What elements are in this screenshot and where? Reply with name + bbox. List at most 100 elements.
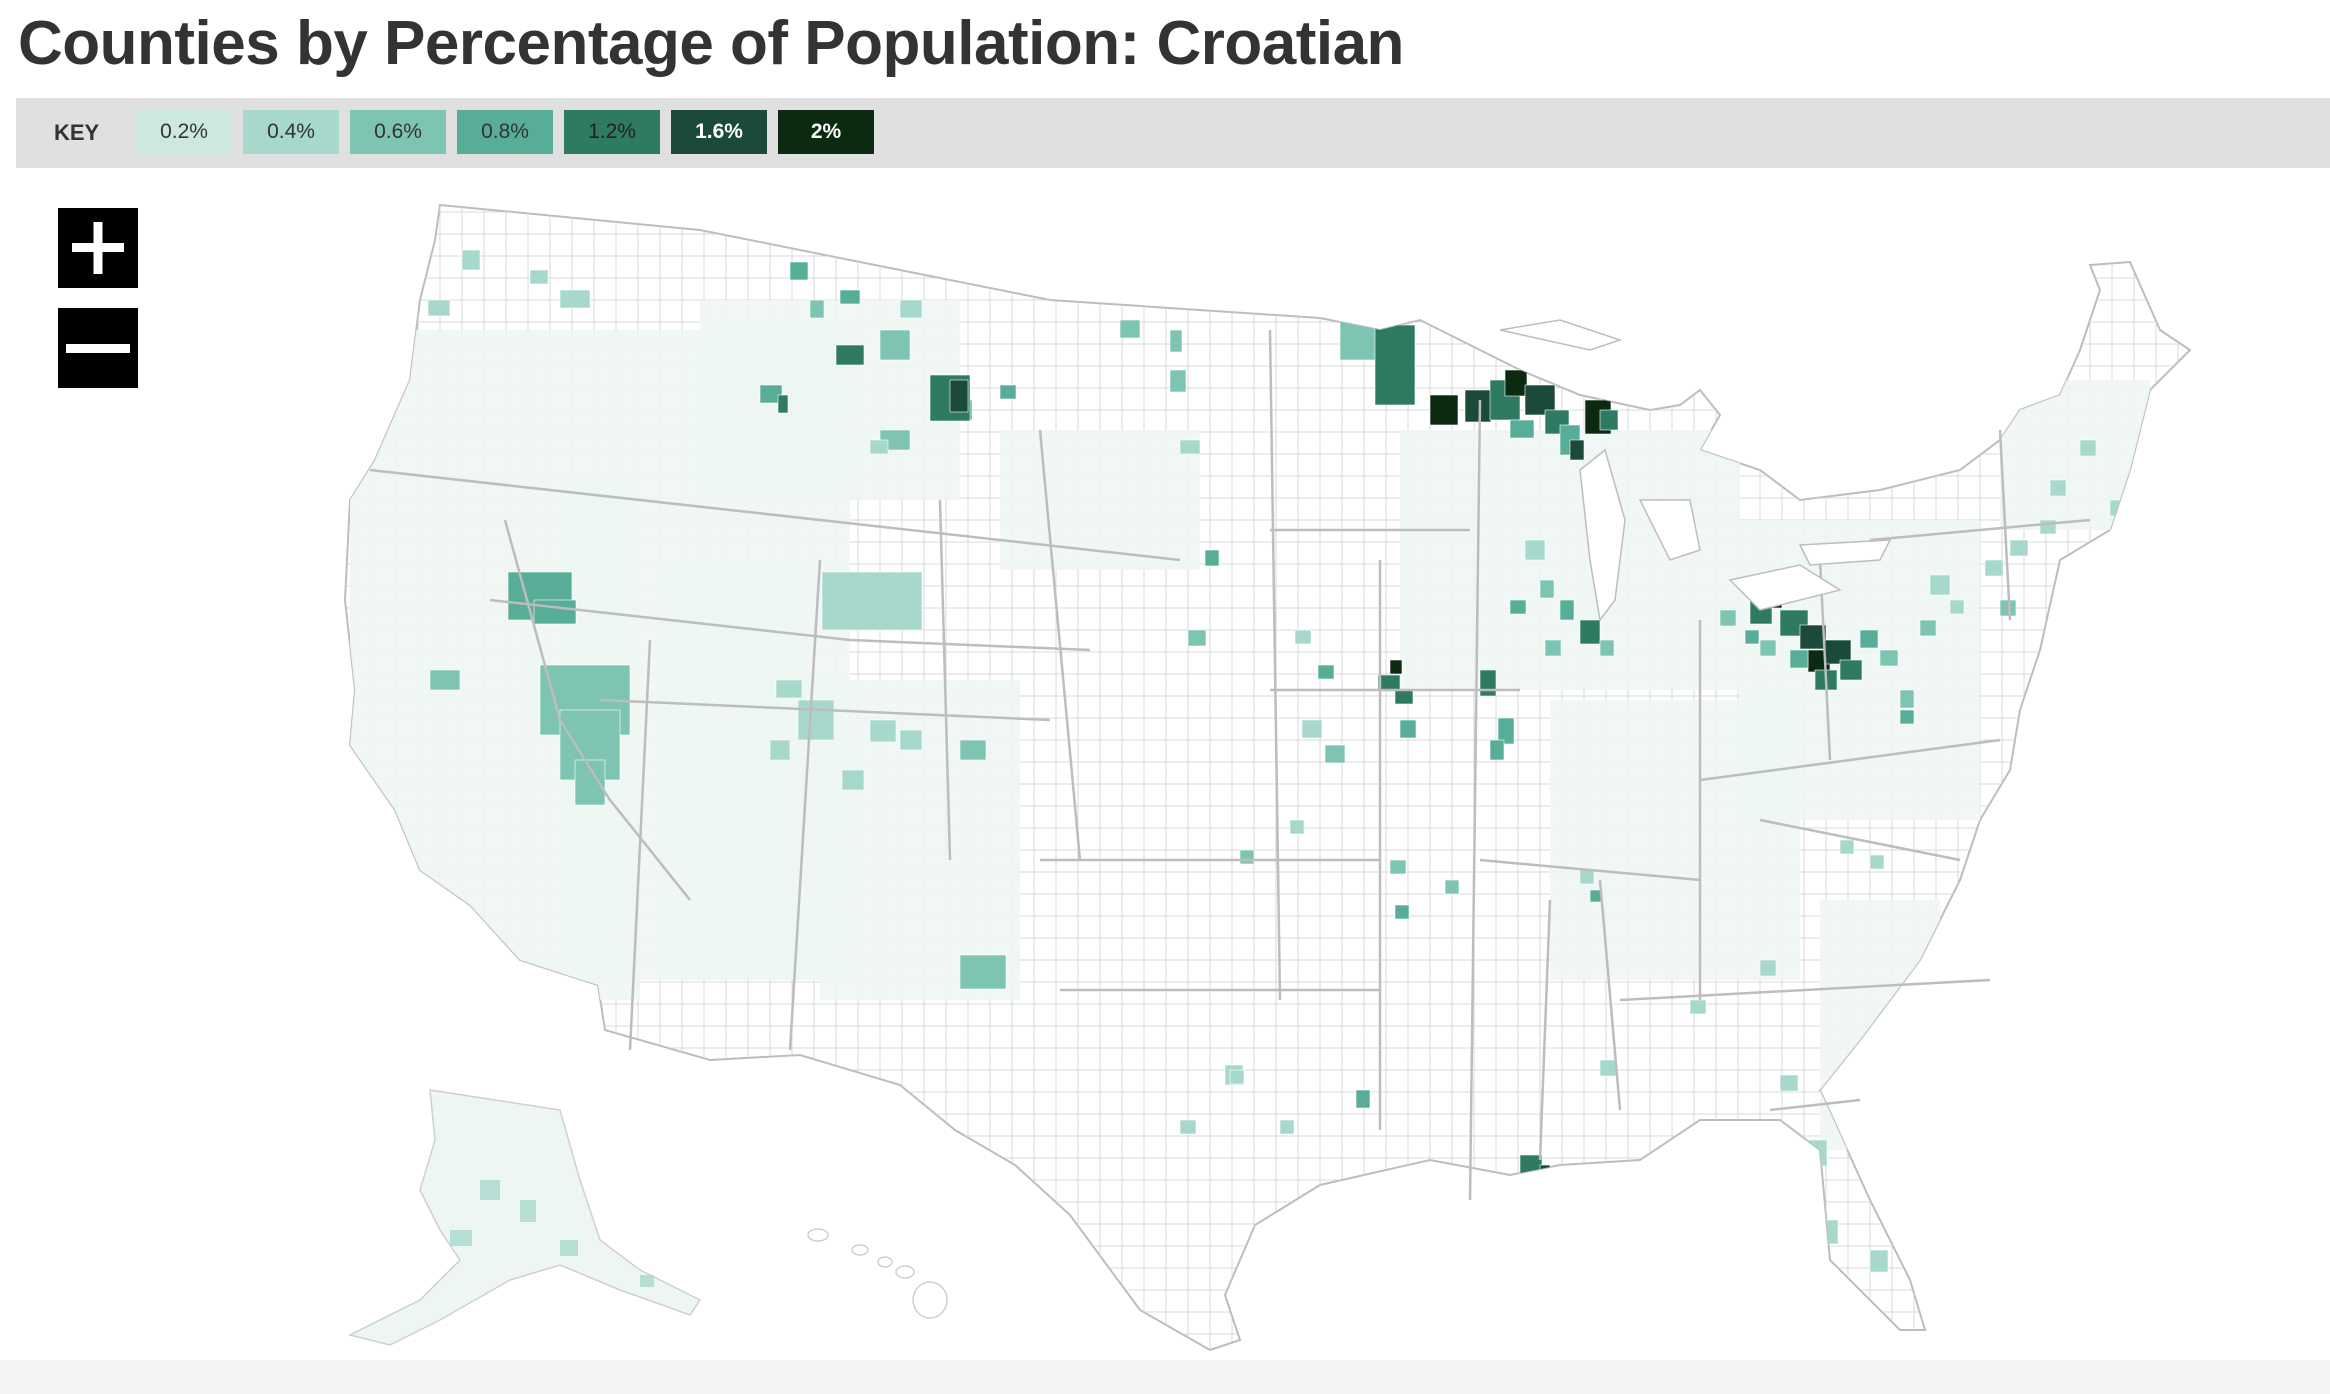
county-highlight xyxy=(1187,629,1207,647)
county-highlight xyxy=(1579,619,1601,645)
county-highlight xyxy=(1269,1219,1285,1235)
county-highlight xyxy=(1169,369,1187,393)
county-highlight xyxy=(1279,1119,1295,1135)
county-highlight xyxy=(769,739,791,761)
county-highlight xyxy=(2109,499,2129,517)
county-highlight xyxy=(789,261,809,281)
county-tint xyxy=(1400,430,1740,690)
county-highlight xyxy=(429,669,461,691)
county-highlight xyxy=(1479,669,1497,697)
state-border xyxy=(1769,1098,1861,1112)
county-highlight xyxy=(1869,1249,1889,1273)
state-border xyxy=(369,468,1181,562)
county-highlight xyxy=(560,1240,578,1256)
state-border xyxy=(1619,978,1991,1002)
lake xyxy=(1728,564,1842,611)
lake xyxy=(1638,499,1701,561)
county-highlight xyxy=(821,571,923,631)
county-highlight xyxy=(1599,1059,1617,1077)
county-highlight xyxy=(1229,1069,1245,1085)
hawaii-island xyxy=(851,1244,869,1256)
county-highlight xyxy=(1869,854,1885,870)
county-tint xyxy=(660,560,810,980)
county-highlight xyxy=(1519,1154,1543,1176)
county-highlight xyxy=(1444,879,1460,895)
state-border xyxy=(1998,429,2012,621)
county-highlight xyxy=(1339,319,1381,361)
county-tint xyxy=(1000,430,1200,570)
county-tint xyxy=(700,300,960,500)
state-border xyxy=(1699,738,2001,782)
county-highlight xyxy=(775,679,803,699)
county-highlight xyxy=(1539,1164,1551,1180)
county-highlight xyxy=(1301,719,1323,739)
county-highlight xyxy=(1204,549,1220,567)
county-highlight xyxy=(899,299,923,319)
county-highlight xyxy=(1599,639,1615,657)
county-highlight xyxy=(1599,409,1619,431)
county-highlight xyxy=(1744,629,1760,645)
county-highlight xyxy=(520,1200,536,1222)
state-border xyxy=(938,499,952,861)
county-tint xyxy=(2000,380,2150,530)
county-highlight xyxy=(1879,649,1899,667)
state-border xyxy=(503,519,691,901)
county-highlight xyxy=(1355,1089,1371,1109)
state-border xyxy=(599,698,1051,722)
county-highlight xyxy=(1779,1074,1799,1092)
county-highlight xyxy=(1504,369,1528,397)
county-highlight xyxy=(1119,319,1141,339)
county-highlight xyxy=(2009,879,2027,897)
legend-swatch: 1.2% xyxy=(564,110,660,154)
county-highlight xyxy=(529,269,549,285)
county-highlight xyxy=(1389,659,1403,675)
county-highlight xyxy=(1394,689,1414,705)
plus-icon xyxy=(72,222,124,274)
county-highlight xyxy=(1429,394,1459,426)
county-highlight xyxy=(640,1275,654,1287)
county-highlight xyxy=(1169,329,1183,353)
county-highlight xyxy=(899,729,923,751)
county-highlight xyxy=(949,379,969,413)
hawaii-island xyxy=(877,1256,893,1268)
hawaii-island xyxy=(912,1281,948,1319)
county-highlight xyxy=(2049,479,2067,497)
county-highlight xyxy=(839,289,861,305)
county-highlight xyxy=(1789,649,1809,669)
county-highlight xyxy=(759,384,783,404)
county-highlight xyxy=(1839,659,1863,681)
state-border xyxy=(489,598,1091,652)
county-highlight xyxy=(1859,629,1879,649)
county-highlight xyxy=(809,299,825,319)
county-highlight xyxy=(999,384,1017,400)
county-highlight xyxy=(480,1180,500,1200)
zoom-in-button[interactable] xyxy=(58,208,138,288)
county-highlight xyxy=(2079,439,2097,457)
county-highlight xyxy=(1524,539,1546,561)
county-highlight xyxy=(879,329,911,361)
county-highlight xyxy=(1799,624,1827,650)
state-border xyxy=(1869,518,2091,542)
minus-icon xyxy=(66,344,130,353)
lake xyxy=(1798,539,1892,566)
state-border xyxy=(788,559,822,1051)
hawaii-island xyxy=(895,1265,915,1279)
county-highlight xyxy=(841,769,865,791)
county-highlight xyxy=(1324,744,1346,764)
zoom-out-button[interactable] xyxy=(58,308,138,388)
county-highlight xyxy=(797,699,835,741)
state-border xyxy=(1598,879,1622,1111)
county-highlight xyxy=(559,289,591,309)
state-border xyxy=(1268,329,1282,1001)
county-highlight xyxy=(2009,539,2029,557)
county-highlight xyxy=(1839,839,1855,855)
county-tint xyxy=(820,680,1020,1000)
county-highlight xyxy=(1374,324,1416,406)
state-border xyxy=(1038,429,1082,861)
legend-key-label: KEY xyxy=(54,120,100,145)
lake xyxy=(1499,319,1623,351)
legend-swatch: 0.8% xyxy=(457,110,553,154)
county-highlight xyxy=(461,249,481,271)
county-highlight xyxy=(1899,689,1915,709)
